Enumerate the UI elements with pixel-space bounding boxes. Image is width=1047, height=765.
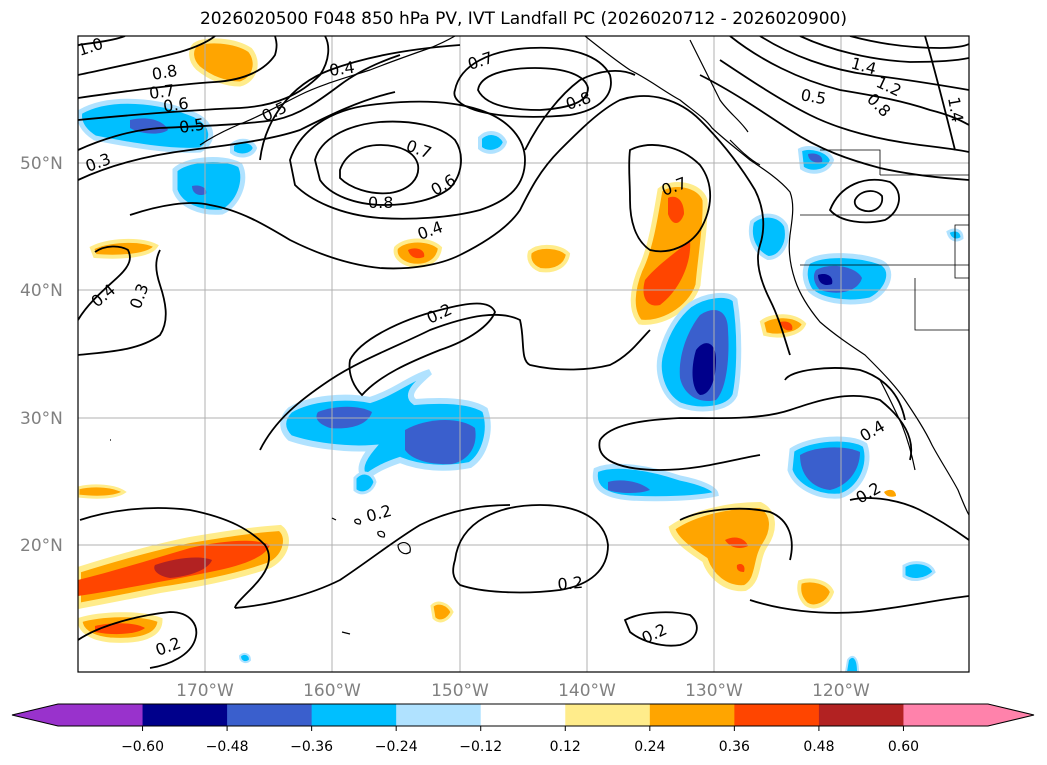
colorbar-extend-high: [988, 704, 1034, 726]
colorbar-segment: [903, 704, 989, 726]
lat-label-50n: 50°N: [20, 154, 63, 174]
lon-label-150w: 150°W: [431, 681, 489, 701]
colorbar-segment: [480, 704, 566, 726]
svg-text:0.5: 0.5: [799, 85, 827, 108]
svg-text:0.4: 0.4: [328, 58, 356, 80]
colorbar-tick-label: −0.48: [206, 739, 249, 755]
latitude-labels: 50°N 40°N 30°N 20°N: [20, 154, 63, 556]
lon-label-160w: 160°W: [303, 681, 361, 701]
longitude-labels: 170°W 160°W 150°W 140°W 130°W 120°W: [176, 681, 870, 701]
colorbar-tick-label: 0.36: [719, 739, 750, 755]
colorbar-segment: [396, 704, 482, 726]
colorbar-segment: [311, 704, 397, 726]
colorbar-tick-label: −0.24: [375, 739, 418, 755]
lon-label-140w: 140°W: [558, 681, 616, 701]
lon-label-170w: 170°W: [176, 681, 234, 701]
colorbar-segment: [58, 704, 144, 726]
svg-text:1.4: 1.4: [944, 95, 967, 123]
svg-text:0.2: 0.2: [557, 573, 584, 594]
colorbar-tick-label: −0.60: [121, 739, 164, 755]
svg-text:0.5: 0.5: [178, 115, 206, 137]
lon-label-120w: 120°W: [812, 681, 870, 701]
svg-text:0.7: 0.7: [148, 81, 176, 103]
colorbar-tick-label: 0.48: [803, 739, 834, 755]
lat-label-40n: 40°N: [20, 281, 63, 301]
colorbar-extend-low: [12, 704, 58, 726]
colorbar-tick-label: −0.12: [459, 739, 502, 755]
colorbar-segment: [734, 704, 820, 726]
map-frame: [77, 35, 970, 673]
colorbar-tick-label: 0.24: [634, 739, 665, 755]
lat-label-20n: 20°N: [20, 536, 63, 556]
pv-contours: [78, 36, 969, 669]
map-title: 2026020500 F048 850 hPa PV, IVT Landfall…: [199, 9, 847, 29]
lon-label-130w: 130°W: [685, 681, 743, 701]
lat-label-30n: 30°N: [20, 409, 63, 429]
svg-text:0.8: 0.8: [150, 61, 178, 84]
colorbar: −0.60 −0.48 −0.36 −0.24 −0.12 0.12 0.24 0.36 0.4…: [11, 703, 1035, 755]
colorbar-tick-label: −0.36: [290, 739, 333, 755]
svg-text:0.6: 0.6: [162, 94, 190, 116]
svg-text:1.0: 1.0: [75, 34, 105, 60]
colorbar-tick-label: 0.60: [888, 739, 919, 755]
colorbar-segment: [565, 704, 651, 726]
colorbar-tick-label: 0.12: [550, 739, 581, 755]
svg-text:0.8: 0.8: [368, 193, 393, 212]
colorbar-segment: [818, 704, 904, 726]
colorbar-segment: [227, 704, 313, 726]
colorbar-segment: [649, 704, 735, 726]
pv-shading: [78, 38, 964, 672]
colorbar-segment: [142, 704, 228, 726]
